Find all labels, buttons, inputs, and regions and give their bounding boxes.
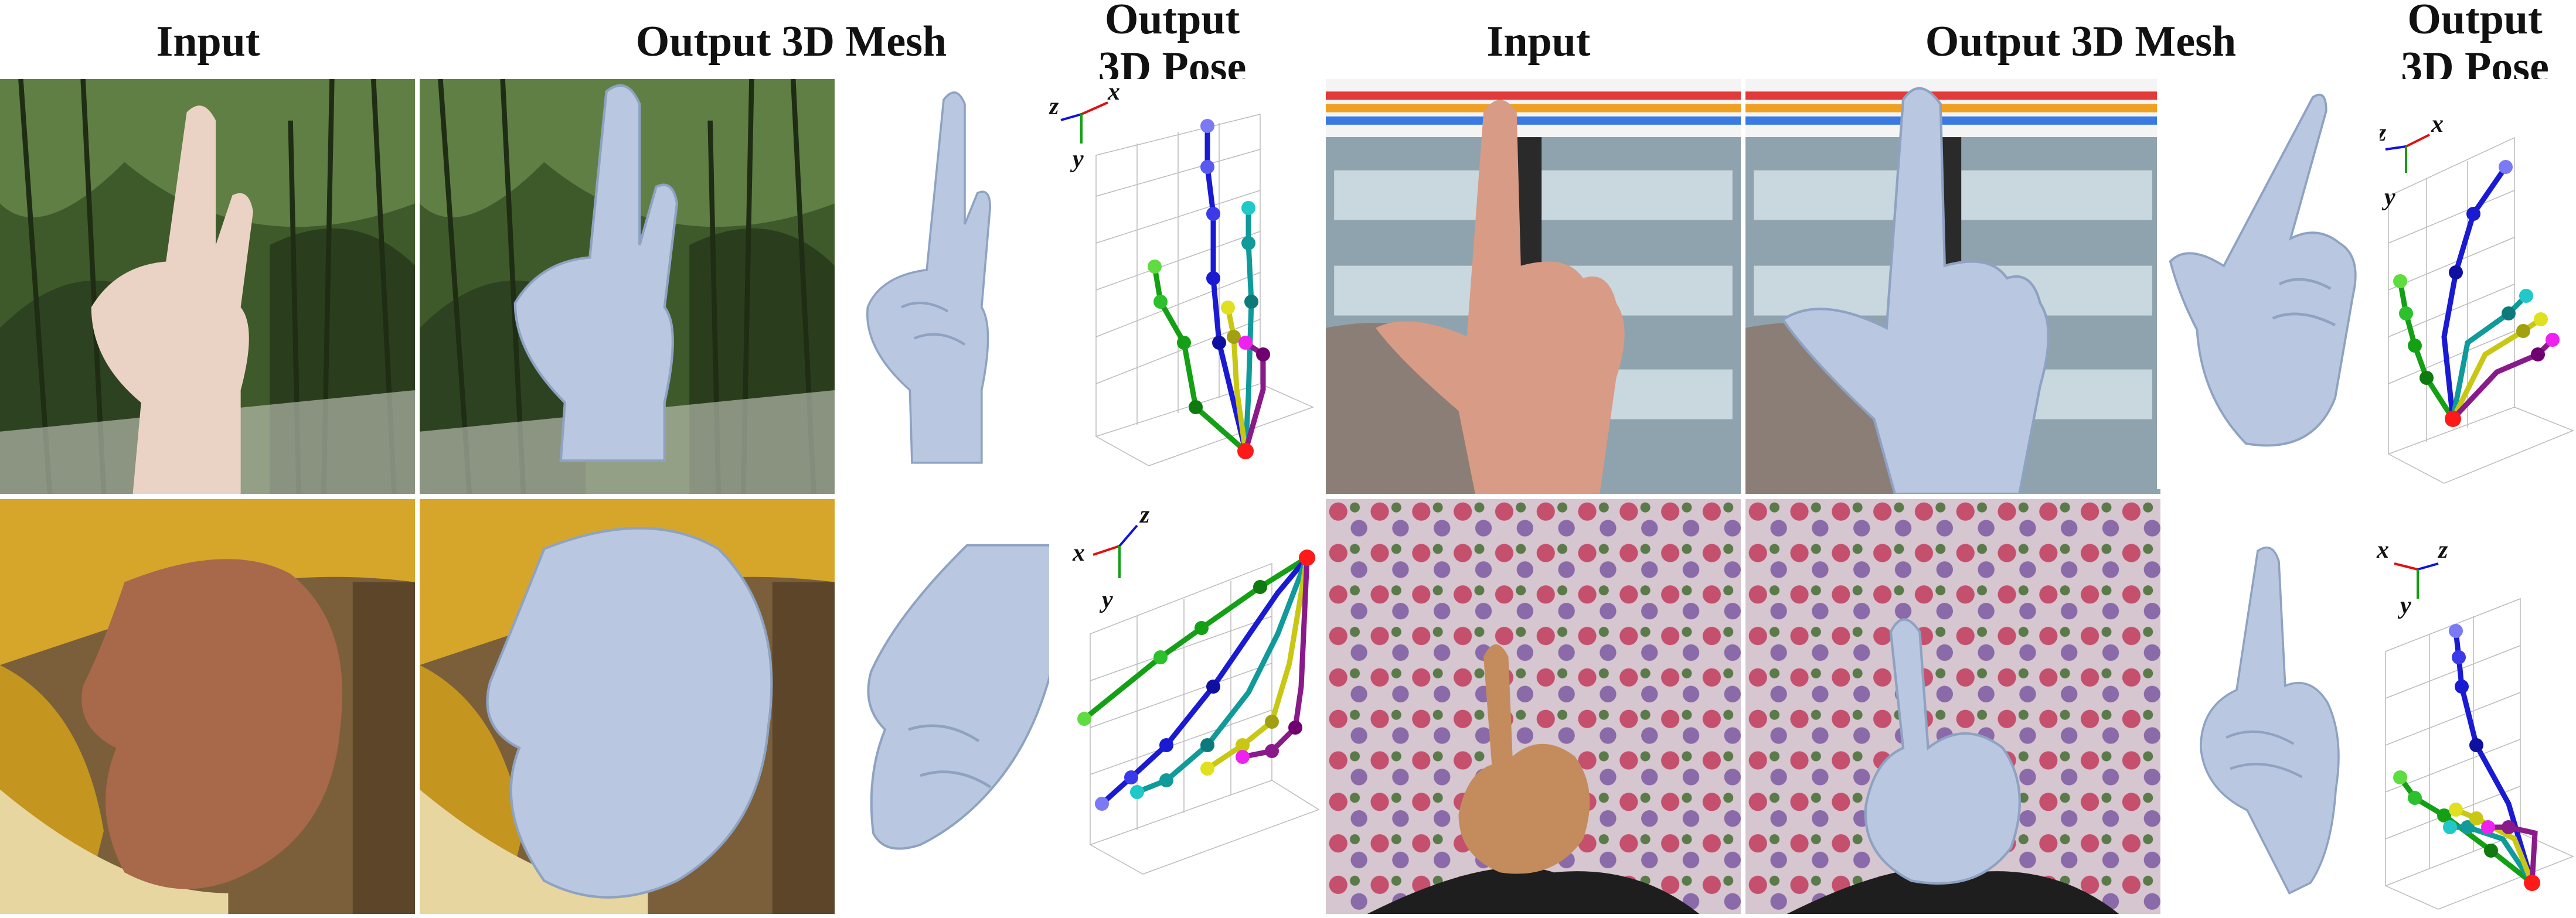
mesh-render-floral: [2163, 499, 2374, 914]
axis-label-x: x: [1107, 79, 1120, 105]
axis-label-x: x: [2376, 537, 2389, 564]
pose-joints: [1148, 119, 1270, 459]
header-input-right: Input: [1486, 18, 1591, 66]
header-input-left: Input: [156, 18, 260, 66]
axis-label-x: x: [2431, 111, 2444, 138]
axis-label-y: y: [1099, 586, 1113, 613]
axis-label-z: z: [2380, 120, 2387, 146]
pose-joints: [2393, 624, 2540, 891]
axis-label-z: z: [1139, 501, 1150, 528]
pose-plot-floral: x z y: [2374, 499, 2576, 914]
input-photo-foliage: [0, 79, 415, 494]
pose-joints: [1077, 550, 1315, 811]
header-pose-right: Output 3D Pose: [2401, 0, 2549, 91]
axis-label-z: z: [2437, 537, 2448, 564]
mesh-render-foliage: [838, 79, 1049, 494]
mesh-overlay-fridge: [1745, 79, 2160, 494]
pose-plot-foliage: x z y: [1049, 79, 1325, 489]
mesh-render-fridge: [2157, 79, 2380, 489]
axis-label-y: y: [2397, 592, 2411, 619]
header-mesh-right: Output 3D Mesh: [1925, 18, 2237, 66]
mesh-overlay-foliage: [420, 79, 835, 494]
header-mesh-left: Output 3D Mesh: [635, 18, 947, 66]
mesh-overlay-floral: [1745, 499, 2160, 914]
mesh-overlay-yellow: [420, 499, 835, 914]
axis-label-y: y: [2381, 184, 2395, 211]
pose-plot-fridge: x z y: [2380, 79, 2576, 489]
axis-label-z: z: [1049, 93, 1059, 120]
input-photo-floral: [1326, 499, 1741, 914]
axis-label-x: x: [1072, 540, 1085, 567]
mesh-render-yellow: [838, 499, 1073, 914]
input-photo-fridge: [1326, 79, 1741, 494]
axis-label-y: y: [1070, 146, 1084, 173]
pose-plot-yellow: x z y: [1049, 499, 1325, 909]
input-photo-yellow: [0, 499, 415, 914]
header-pose-left: Output 3D Pose: [1098, 0, 1247, 91]
pose-joints: [2393, 160, 2560, 427]
